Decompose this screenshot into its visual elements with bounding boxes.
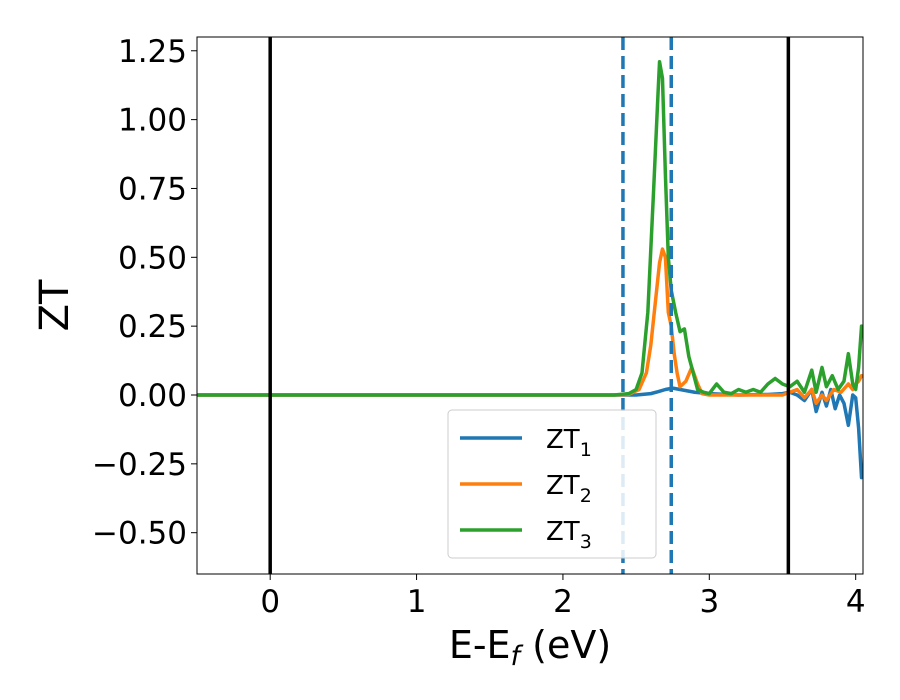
x-axis-title-unit: (eV) — [520, 623, 611, 667]
series-line-zt2 — [197, 247, 863, 406]
x-tick-label: 2 — [553, 584, 573, 620]
legend-label-zt3: ZT3 — [546, 517, 592, 553]
y-tick-label: −0.25 — [92, 447, 187, 483]
legend-box — [447, 409, 657, 559]
x-axis-title: E-Ef (eV) — [449, 623, 611, 672]
y-tick-label: 0.25 — [118, 309, 187, 345]
y-tick-label: 1.00 — [118, 103, 187, 139]
legend-label-zt1: ZT1 — [546, 425, 592, 461]
x-tick-label: 3 — [699, 584, 719, 620]
y-tick-label: 1.25 — [118, 34, 187, 70]
y-axis-title: ZT — [32, 279, 78, 331]
y-tick-label: 0.00 — [118, 378, 187, 414]
legend: ZT1 ZT2 ZT3 — [447, 409, 657, 559]
y-tick-label: 0.75 — [118, 171, 187, 207]
x-tick-label: 4 — [846, 584, 866, 620]
x-axis-title-main: E-E — [449, 623, 511, 667]
series-line-zt1 — [197, 386, 863, 480]
ticks: 0 1 2 3 4 −0.50 −0.25 0.00 0.25 0.50 0.75 1.00 1.25 — [92, 34, 866, 620]
y-tick-label: 0.50 — [118, 240, 187, 276]
y-tick-label: −0.50 — [92, 516, 187, 552]
series-line-zt3 — [197, 60, 863, 397]
x-tick-label: 1 — [407, 584, 427, 620]
x-tick-label: 0 — [260, 584, 280, 620]
legend-label-zt2: ZT2 — [546, 471, 592, 507]
axes — [196, 36, 864, 575]
axis-labels: ZT E-Ef (eV) — [32, 279, 611, 672]
plot-frame — [196, 36, 864, 575]
